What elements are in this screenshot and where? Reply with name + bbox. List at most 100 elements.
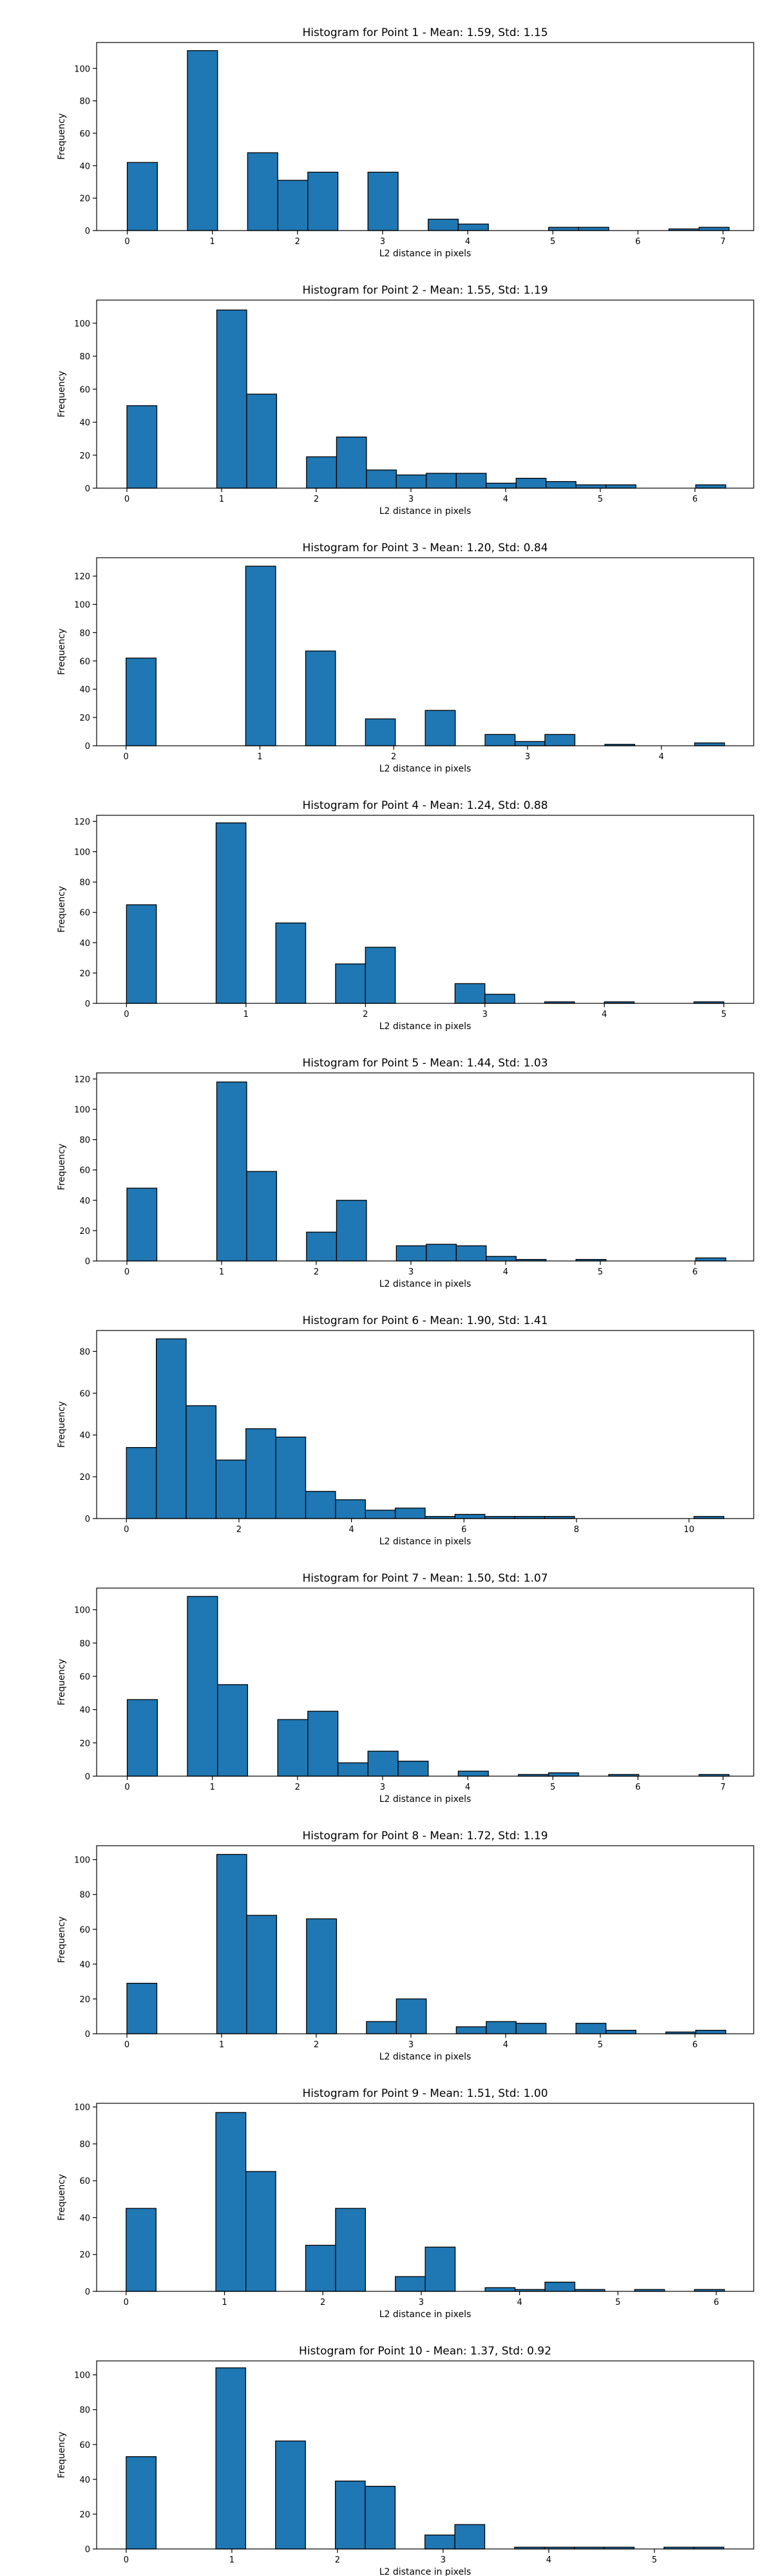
histogram-bar	[425, 2534, 455, 2550]
histogram-bar	[455, 2026, 487, 2034]
histogram-bar	[126, 1699, 158, 1777]
x-tick-label: 3	[441, 2555, 446, 2565]
x-tick-label: 0	[124, 1525, 129, 1535]
y-tick-label: 20	[79, 2510, 90, 2520]
y-tick-label: 20	[79, 2251, 90, 2260]
y-tick-label: 80	[79, 352, 90, 362]
histogram-bar	[336, 1200, 367, 1262]
histogram-bar	[486, 1256, 517, 1262]
y-tick-label: 20	[79, 1739, 90, 1748]
axes-frame	[96, 1845, 754, 2034]
x-tick-label: 5	[721, 1010, 726, 1019]
x-tick-label: 0	[124, 752, 129, 762]
histogram-bar	[187, 50, 218, 231]
histogram-bar	[217, 1684, 249, 1777]
histogram-bar	[156, 1338, 187, 1519]
chart-title: Histogram for Point 4 - Mean: 1.24, Std:…	[302, 799, 548, 812]
histogram-bar	[575, 484, 607, 489]
histogram-bar	[365, 947, 396, 1004]
chart-title: Histogram for Point 7 - Mean: 1.50, Std:…	[302, 1572, 548, 1585]
histogram-bar	[575, 2023, 607, 2034]
histogram-panel-4: 0 1 2 3 4 5 0 20 40 60 80 100 120 Histogram for Point…	[57, 799, 754, 1032]
histogram-bar	[245, 1428, 276, 1519]
histogram-bar	[578, 227, 609, 231]
y-tick-label: 20	[79, 1995, 90, 2005]
x-tick-label: 5	[615, 2298, 620, 2307]
x-tick-label: 3	[408, 2040, 414, 2050]
histogram-bar	[126, 162, 158, 231]
histogram-bar	[307, 1710, 339, 1777]
x-tick-label: 0	[124, 1010, 129, 1019]
y-tick-label: 0	[85, 227, 90, 236]
y-axis-label: Frequency	[57, 113, 67, 160]
y-tick-label: 80	[79, 2140, 90, 2150]
axes-frame	[96, 1072, 754, 1262]
histogram-bar	[397, 1761, 429, 1777]
histogram-bar	[335, 1499, 366, 1519]
x-tick-label: 4	[348, 1525, 354, 1535]
histogram-bar	[334, 2480, 366, 2550]
x-tick-label: 7	[720, 1783, 725, 1792]
y-tick-label: 40	[79, 685, 90, 695]
x-tick-label: 3	[408, 1267, 414, 1277]
x-tick-label: 6	[692, 2040, 698, 2050]
y-tick-label: 0	[85, 1257, 90, 1267]
histogram-bar	[606, 484, 636, 489]
y-tick-label: 20	[79, 451, 90, 461]
histogram-bar	[544, 2282, 576, 2292]
x-tick-label: 1	[210, 237, 215, 247]
x-tick-label: 5	[550, 237, 555, 247]
x-tick-label: 1	[243, 1010, 249, 1019]
histogram-bar	[126, 658, 157, 746]
histogram-bar	[396, 1998, 427, 2034]
histogram-bar	[454, 1513, 486, 1519]
axes-frame	[96, 2360, 754, 2550]
y-tick-label: 80	[79, 1136, 90, 1146]
y-axis-label: Frequency	[57, 1659, 67, 1705]
y-tick-label: 40	[79, 1706, 90, 1716]
y-tick-label: 0	[85, 1772, 90, 1782]
x-tick-label: 0	[124, 2555, 129, 2565]
histogram-bar	[425, 2246, 456, 2292]
histogram-bar	[454, 983, 486, 1004]
histogram-bar	[367, 171, 399, 231]
y-tick-label: 100	[74, 319, 90, 329]
histogram-bar	[606, 2029, 636, 2034]
histogram-bar	[695, 1257, 727, 1262]
y-tick-label: 60	[79, 129, 90, 139]
histogram-bar	[515, 2023, 547, 2034]
x-tick-label: 6	[635, 237, 640, 247]
y-tick-label: 40	[79, 419, 90, 428]
histogram-panel-10: 0 1 2 3 4 5 0 20 40 60 80 100 Histogram for Point 10…	[57, 2345, 754, 2576]
histogram-bar	[396, 474, 427, 489]
histogram-bar	[187, 1596, 218, 1777]
y-tick-label: 40	[79, 2213, 90, 2223]
y-tick-label: 100	[74, 1606, 90, 1616]
y-tick-label: 40	[79, 162, 90, 171]
x-axis-label: L2 distance in pixels	[379, 2052, 472, 2062]
y-tick-label: 40	[79, 1431, 90, 1441]
x-tick-label: 6	[714, 2298, 719, 2307]
y-tick-label: 40	[79, 2476, 90, 2485]
y-tick-label: 60	[79, 1389, 90, 1399]
x-tick-label: 4	[503, 495, 508, 504]
x-axis-label: L2 distance in pixels	[379, 2567, 472, 2576]
histogram-bar	[306, 456, 338, 489]
y-tick-label: 100	[74, 848, 90, 858]
y-tick-label: 100	[74, 2371, 90, 2381]
x-tick-label: 5	[598, 1267, 603, 1277]
x-tick-label: 4	[465, 1783, 470, 1792]
y-tick-label: 0	[85, 2287, 90, 2297]
chart-title: Histogram for Point 3 - Mean: 1.20, Std:…	[302, 542, 548, 554]
x-axis-label: L2 distance in pixels	[379, 1537, 472, 1547]
histogram-bar	[275, 2440, 306, 2550]
histogram-bar	[365, 1510, 396, 1519]
y-tick-label: 20	[79, 1227, 90, 1236]
y-tick-label: 0	[85, 484, 90, 494]
y-tick-label: 80	[79, 878, 90, 888]
histogram-bar	[486, 482, 517, 489]
histogram-bar	[457, 1770, 489, 1777]
histogram-bar	[277, 180, 309, 231]
